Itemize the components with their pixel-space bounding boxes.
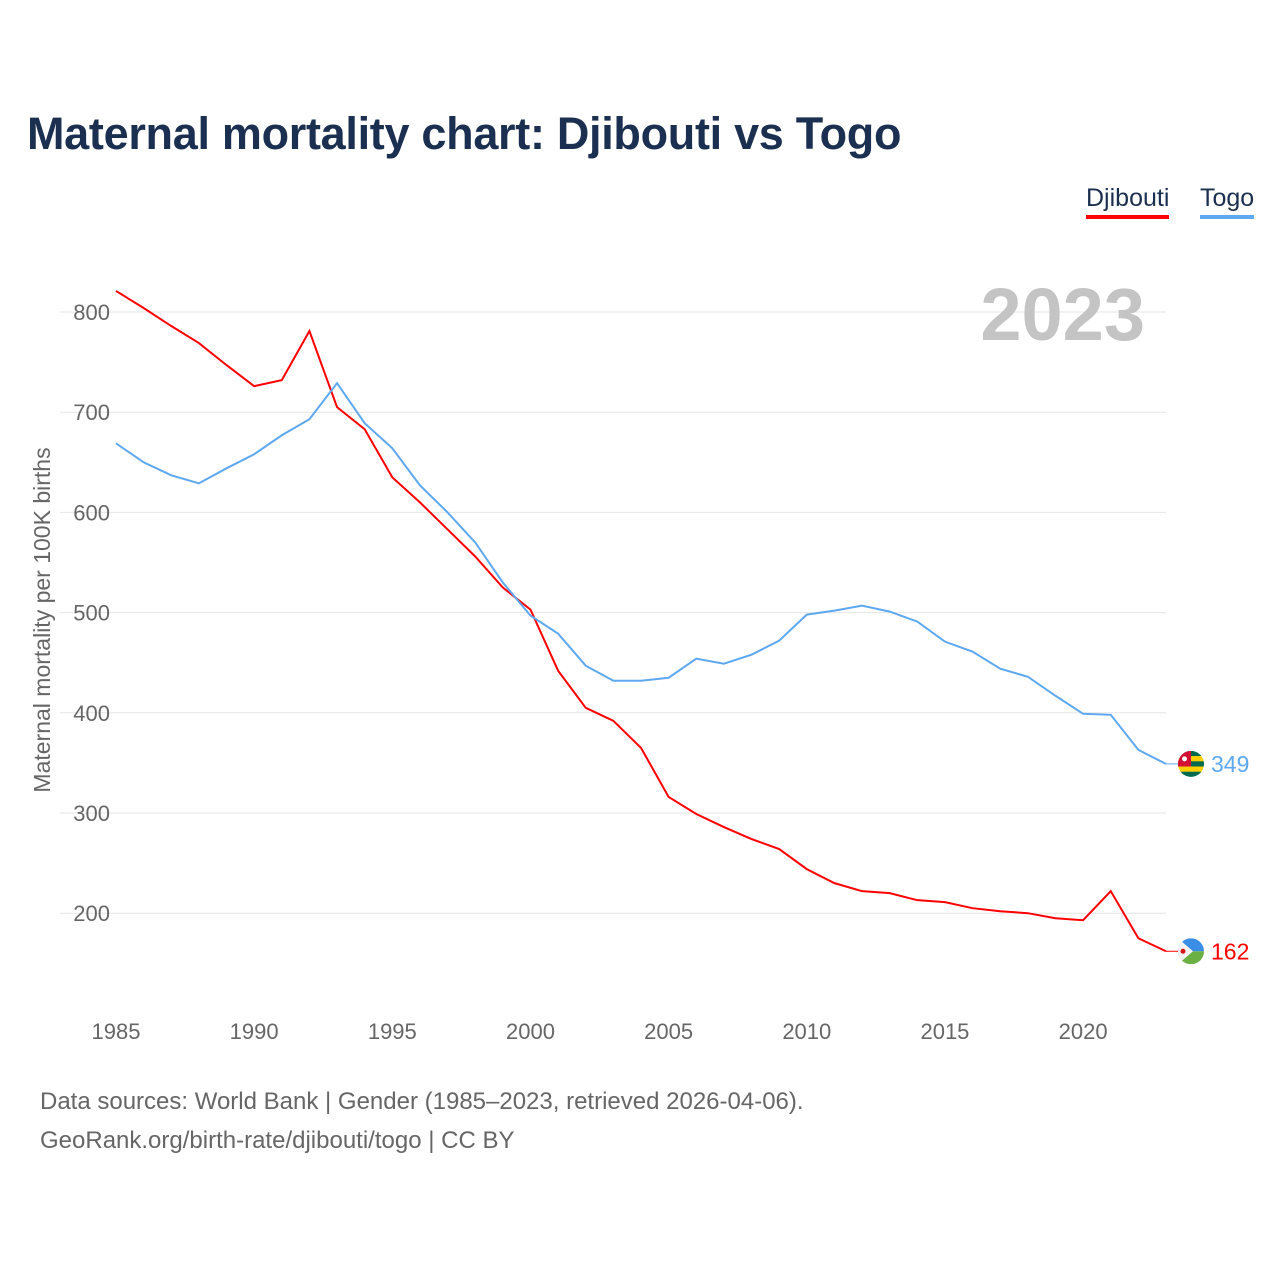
y-tick-label: 600 <box>73 500 110 525</box>
x-tick-label: 2000 <box>506 1019 555 1044</box>
series-line-togo <box>115 381 1167 765</box>
y-tick-label: 500 <box>73 601 110 626</box>
flag-djibouti-icon <box>1178 938 1204 965</box>
chart-title: Maternal mortality chart: Djibouti vs To… <box>27 108 902 159</box>
x-tick-label: 2015 <box>920 1019 969 1044</box>
y-tick-label: 700 <box>73 400 110 425</box>
footer-credit[interactable]: GeoRank.org/birth-rate/djibouti/togo | C… <box>40 1127 515 1154</box>
x-tick-label: 1995 <box>368 1019 417 1044</box>
x-tick-label: 2010 <box>782 1019 831 1044</box>
x-tick-label: 2020 <box>1059 1019 1108 1044</box>
flag-togo-icon <box>1178 750 1204 777</box>
y-tick-label: 800 <box>73 300 110 325</box>
y-tick-label: 300 <box>73 801 110 826</box>
end-value-label: 162 <box>1211 938 1249 964</box>
x-tick-label: 1990 <box>230 1019 279 1044</box>
x-tick-label: 2005 <box>644 1019 693 1044</box>
x-tick-label: 1985 <box>92 1019 141 1044</box>
legend-djibouti[interactable]: Djibouti <box>1086 184 1170 219</box>
series-line-djibouti <box>115 290 1167 953</box>
end-value-label: 349 <box>1211 751 1249 777</box>
year-watermark: 2023 <box>980 273 1145 356</box>
footer-sources: Data sources: World Bank | Gender (1985–… <box>40 1088 804 1115</box>
y-tick-label: 400 <box>73 701 110 726</box>
legend-togo[interactable]: Togo <box>1200 184 1255 219</box>
y-axis-label: Maternal mortality per 100K births <box>29 447 55 792</box>
y-tick-label: 200 <box>73 901 110 926</box>
